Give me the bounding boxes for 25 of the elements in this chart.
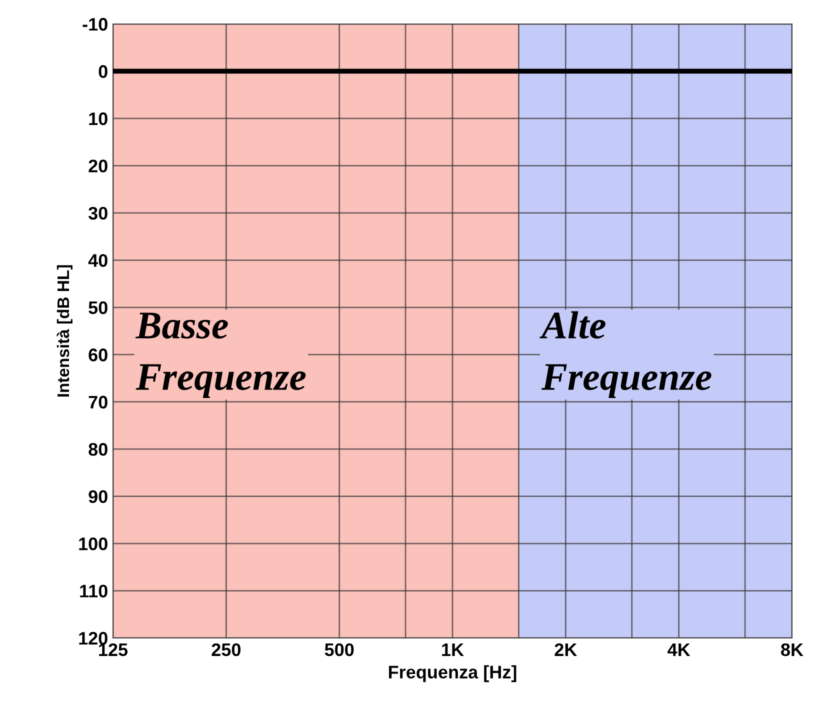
x-tick-label: 1K: [442, 644, 464, 656]
y-tick-label: 10: [89, 112, 108, 126]
y-tick-label: 70: [88, 396, 108, 409]
x-tick-label: 250: [212, 643, 240, 656]
y-tick-label: 40: [88, 254, 108, 267]
y-tick-label: 50: [88, 301, 108, 314]
y-tick-label: 100: [79, 537, 108, 550]
y-tick-label: -10: [82, 18, 108, 31]
band-label: Alte Frequenze: [540, 311, 712, 398]
x-tick-label: 500: [324, 643, 354, 656]
x-axis-title: Frequenza [Hz]: [389, 665, 516, 682]
y-tick-label: 20: [88, 160, 108, 172]
y-axis-title: Intensità [dB HL]: [56, 265, 72, 397]
y-tick-label: 60: [88, 348, 108, 362]
band-label: Basse Frequenze: [135, 312, 306, 398]
y-tick-label: 0: [98, 65, 108, 78]
y-tick-label: 120: [79, 632, 108, 645]
x-tick-label: 125: [99, 643, 128, 656]
y-tick-label: 80: [88, 443, 108, 456]
y-tick-label: 30: [88, 206, 108, 220]
x-tick-label: 2K: [554, 643, 578, 656]
x-tick-label: 8K: [781, 643, 804, 656]
y-tick-label: 110: [80, 584, 108, 598]
x-tick-label: 4K: [668, 644, 690, 656]
y-tick-label: 90: [88, 490, 108, 504]
